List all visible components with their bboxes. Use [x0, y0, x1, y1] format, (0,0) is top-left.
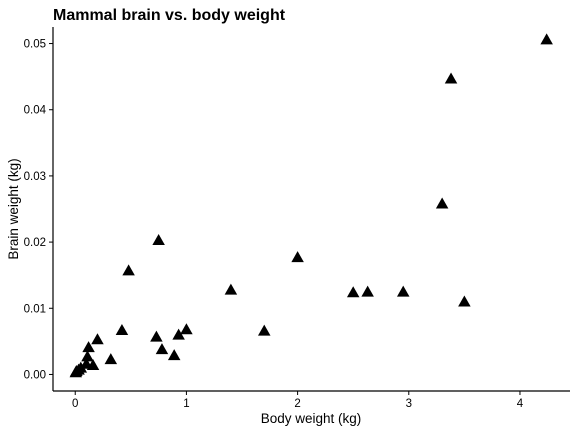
data-point	[224, 283, 238, 295]
data-point	[86, 359, 100, 371]
x-tick-label: 0	[72, 398, 78, 410]
data-point	[81, 350, 94, 362]
x-tick-label: 1	[183, 398, 189, 410]
data-point	[91, 333, 104, 345]
x-tick-label: 4	[517, 398, 524, 410]
data-point	[122, 264, 135, 276]
x-axis-ticks: 0 1 2 3 4	[72, 391, 524, 410]
y-tick-label: 0.02	[24, 237, 46, 249]
y-tick-label: 0.05	[24, 39, 46, 51]
data-point	[444, 72, 458, 84]
data-point	[152, 233, 165, 245]
data-point	[104, 353, 118, 365]
chart-title: Mammal brain vs. body weight	[53, 7, 286, 24]
y-tick-label: 0.03	[24, 171, 46, 183]
y-tick-label: 0.04	[24, 105, 47, 117]
x-axis-title: Body weight (kg)	[261, 411, 362, 426]
y-tick-label: 0.00	[24, 369, 46, 381]
data-point	[150, 330, 163, 342]
data-point	[172, 328, 185, 340]
data-point	[167, 349, 181, 361]
y-axis-title: Brain weight (kg)	[6, 158, 21, 259]
data-point	[396, 285, 410, 297]
data-point	[458, 295, 471, 307]
x-tick-label: 2	[294, 398, 300, 410]
data-point	[115, 323, 129, 335]
data-point	[180, 323, 193, 335]
data-point	[361, 285, 374, 297]
data-point	[69, 366, 83, 378]
data-point	[82, 341, 95, 353]
data-point	[291, 251, 304, 263]
data-point	[346, 286, 360, 298]
data-point	[155, 343, 169, 355]
data-points	[69, 33, 553, 378]
data-point	[257, 324, 271, 336]
data-point	[540, 33, 553, 45]
x-tick-label: 3	[406, 398, 412, 410]
y-axis-ticks: 0.00 0.01 0.02 0.03 0.04 0.05	[24, 39, 53, 381]
y-tick-label: 0.01	[24, 303, 46, 315]
data-point	[435, 197, 449, 209]
